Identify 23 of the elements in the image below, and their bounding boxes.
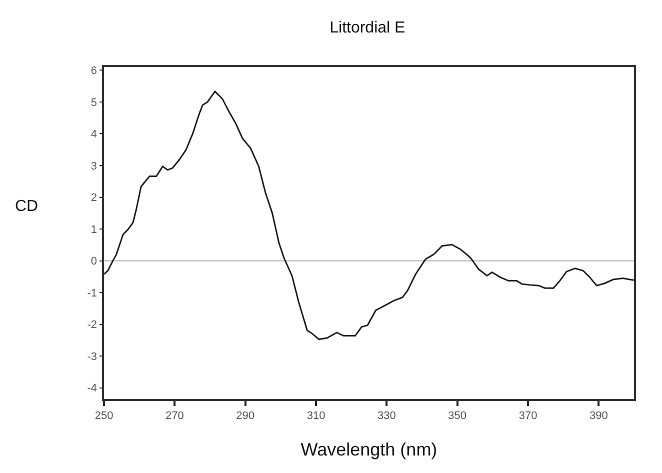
x-tick-label: 330 (377, 410, 396, 422)
x-tick-label: 310 (306, 410, 326, 422)
y-tick-label: 2 (90, 192, 98, 204)
y-tick-label: 0 (90, 256, 98, 268)
y-axis-title: CD (15, 198, 38, 215)
x-tick-label: 290 (236, 410, 255, 422)
y-tick-label: 3 (90, 160, 98, 172)
x-tick-label: 390 (589, 410, 608, 422)
x-tick-label: 350 (448, 410, 467, 422)
y-tick-label: 1 (90, 224, 98, 236)
y-tick-label: -2 (87, 319, 98, 332)
x-tick-label: 250 (94, 410, 114, 422)
x-axis-title: Wavelength (nm) (300, 440, 438, 460)
chart-title: Littordial E (330, 19, 406, 36)
line-series (104, 90, 634, 340)
y-tick-label: 4 (90, 128, 98, 141)
y-tick-label: -4 (87, 382, 98, 395)
y-tick-label: -3 (87, 350, 98, 363)
x-tick-label: 270 (165, 410, 184, 422)
y-tick-label: 5 (90, 96, 98, 109)
x-tick-label: 370 (518, 410, 538, 422)
y-tick-label: -1 (87, 287, 98, 300)
y-tick-label: 6 (90, 65, 98, 78)
